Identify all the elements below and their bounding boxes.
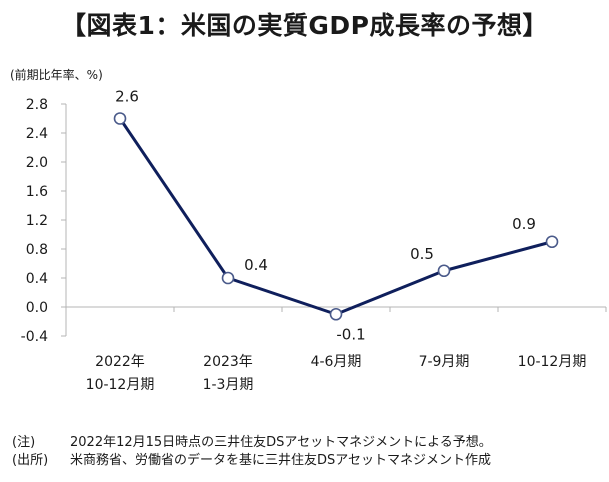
x-tick-label: 2023年	[203, 354, 253, 370]
chart-title: 【図表1：米国の実質GDP成長率の予想】	[61, 11, 548, 40]
y-axis-unit-label: (前期比年率、%)	[10, 68, 103, 82]
y-tick-label: 2.4	[26, 126, 48, 142]
data-label: 0.4	[244, 256, 268, 274]
y-tick-label: 0.8	[26, 242, 48, 258]
note-text: 2022年12月15日時点の三井住友DSアセットマネジメントによる予想。	[70, 435, 492, 450]
y-tick-label: 0.4	[26, 271, 48, 287]
x-tick-label: 10-12月期	[86, 377, 155, 393]
data-point	[221, 271, 235, 285]
data-point	[113, 112, 127, 125]
x-tick-label: 10-12月期	[518, 354, 587, 370]
source-row: (出所) 米商務省、労働省のデータを基に三井住友DSアセットマネジメント作成	[12, 449, 491, 468]
x-tick-label: 2022年	[95, 354, 145, 370]
x-tick-label: 4-6月期	[311, 354, 362, 370]
data-point	[545, 235, 559, 249]
line-chart: 2.8 2.4 2.0 1.6 1.2 0.8 0.4 0.0 -0.4 2022年 10-12月期…	[21, 88, 607, 393]
data-label: 0.9	[512, 215, 536, 233]
data-point	[437, 264, 451, 278]
note-label: (注)	[12, 435, 36, 450]
data-label: 0.5	[410, 245, 434, 263]
series-line	[118, 117, 553, 316]
y-tick-label: -0.4	[21, 329, 48, 345]
y-tick-label: 1.6	[26, 184, 48, 200]
data-label: -0.1	[336, 325, 365, 343]
source-label: (出所)	[12, 453, 49, 468]
x-tick-label: 7-9月期	[419, 354, 470, 370]
source-text: 米商務省、労働省のデータを基に三井住友DSアセットマネジメント作成	[70, 453, 492, 468]
data-label: 2.6	[115, 88, 139, 106]
note-row: (注) 2022年12月15日時点の三井住友DSアセットマネジメントによる予想。	[12, 431, 492, 450]
data-point	[329, 307, 343, 321]
y-tick-label: 0.0	[26, 300, 48, 316]
y-tick-label: 2.8	[26, 97, 48, 113]
x-tick-label: 1-3月期	[203, 377, 254, 393]
y-tick-label: 2.0	[26, 155, 48, 171]
y-tick-label: 1.2	[26, 213, 48, 229]
